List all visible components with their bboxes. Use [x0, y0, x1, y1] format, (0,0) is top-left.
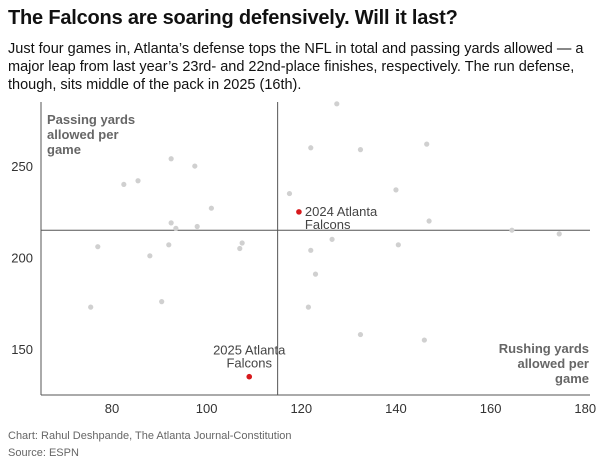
highlight-point [296, 209, 302, 215]
highlight-label: 2025 Atlanta [213, 343, 286, 358]
chart-source: Source: ESPN [8, 447, 79, 459]
data-point [305, 304, 312, 310]
data-point [556, 231, 562, 237]
data-point [135, 178, 141, 184]
data-point [421, 337, 427, 343]
data-point [308, 247, 314, 253]
highlight-label: Falcons [226, 356, 272, 371]
x-axis-title: allowed per [517, 356, 589, 371]
data-point [329, 236, 335, 242]
data-point [121, 181, 127, 188]
data-point [426, 218, 432, 224]
data-point [194, 223, 200, 230]
data-point [312, 271, 319, 277]
x-tick-label: 100 [196, 401, 218, 416]
y-tick-label: 150 [11, 342, 33, 357]
x-tick-label: 160 [480, 401, 502, 416]
y-axis-title: allowed per [47, 127, 119, 142]
chart-title: The Falcons are soaring defensively. Wil… [8, 7, 458, 29]
data-point [239, 240, 245, 246]
y-tick-label: 200 [11, 251, 33, 266]
data-point [393, 187, 399, 193]
x-axis-title: game [555, 371, 589, 386]
data-point [173, 225, 179, 231]
data-point [88, 304, 94, 310]
data-point [168, 156, 174, 162]
data-point [168, 220, 174, 226]
data-point [166, 242, 172, 248]
x-tick-label: 80 [105, 401, 119, 416]
data-point [208, 205, 214, 211]
data-point [308, 145, 314, 151]
chart-credit: Chart: Rahul Deshpande, The Atlanta Jour… [8, 430, 292, 442]
data-point [286, 190, 293, 197]
data-point [509, 227, 515, 233]
data-point [357, 331, 364, 338]
data-point [424, 141, 430, 147]
data-point [334, 101, 340, 107]
data-point [357, 147, 364, 153]
x-axis-title: Rushing yards [499, 341, 589, 356]
data-point [147, 253, 153, 259]
data-point [395, 242, 401, 248]
data-point [237, 245, 243, 252]
chart-subtitle: Just four games in, Atlanta’s defense to… [8, 41, 584, 93]
data-point [159, 299, 165, 305]
y-tick-label: 250 [11, 159, 33, 174]
highlight-label: 2024 Atlanta [305, 204, 378, 219]
data-point [95, 244, 101, 250]
x-tick-label: 140 [385, 401, 407, 416]
x-tick-label: 120 [290, 401, 312, 416]
data-point [192, 163, 198, 169]
y-axis-title: Passing yards [47, 112, 135, 127]
highlight-label: Falcons [305, 217, 351, 232]
highlight-point [246, 373, 253, 380]
x-tick-label: 180 [574, 401, 596, 416]
y-axis-title: game [47, 142, 81, 157]
